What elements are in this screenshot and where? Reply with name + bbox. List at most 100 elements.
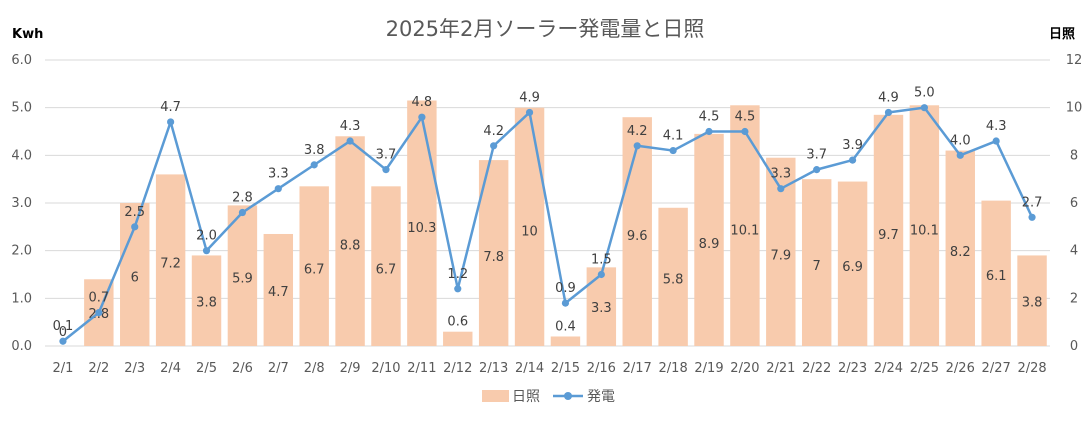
sunshine-bar xyxy=(622,117,652,346)
sunshine-bar xyxy=(837,181,868,346)
x-tick-label: 2/24 xyxy=(874,361,903,376)
generation-point-label: 3.3 xyxy=(770,167,791,182)
generation-point xyxy=(346,137,354,145)
x-tick-label: 2/25 xyxy=(910,361,939,376)
x-tick-label: 2/15 xyxy=(551,361,580,376)
legend-bar-swatch xyxy=(482,390,509,402)
generation-point xyxy=(561,299,570,307)
generation-point-label: 0.9 xyxy=(555,281,576,296)
generation-point xyxy=(167,118,175,126)
sunshine-bar xyxy=(299,186,329,346)
sunshine-bar-label: 5.9 xyxy=(232,272,253,287)
generation-point-label: 4.3 xyxy=(986,119,1007,134)
sunshine-bar-label: 3.8 xyxy=(196,296,217,311)
x-tick-label: 2/6 xyxy=(232,361,253,376)
generation-point-label: 3.9 xyxy=(842,138,863,153)
sunshine-bar-label: 0 xyxy=(59,325,67,340)
x-tick-label: 2/23 xyxy=(838,361,867,376)
sunshine-bar-label: 8.2 xyxy=(950,245,971,260)
chart-title: 2025年2月ソーラー発電量と日照 xyxy=(386,17,705,41)
left-axis-unit: Kwh xyxy=(12,27,43,42)
sunshine-bar-label: 10.1 xyxy=(910,223,939,238)
sunshine-bar-label: 3.3 xyxy=(591,301,612,316)
generation-point-label: 2.8 xyxy=(232,191,253,206)
x-tick-label: 2/8 xyxy=(304,361,325,376)
sunshine-bar xyxy=(550,336,581,346)
sunshine-bar-label: 7.8 xyxy=(483,250,504,265)
generation-point-label: 1.5 xyxy=(591,253,612,268)
x-axis-ticks: 2/1 2/2 2/3 2/4 2/5 2/6 2/7 2/8 2/9 2/10 2/11 2/12 2… xyxy=(52,361,1046,376)
legend-line-label: 発電 xyxy=(587,389,615,405)
generation-point-label: 2.0 xyxy=(196,229,217,244)
left-tick-label: 4.0 xyxy=(11,148,32,163)
sunshine-bar xyxy=(227,205,258,346)
bar-series-sunshine: 0 2.8 6 7.2 3.8 5.9 4.7 6.7 8.8 6.7 10.3 0.6 7.8 10 0.… xyxy=(59,100,1047,347)
generation-point-label: 4.1 xyxy=(663,129,684,144)
x-tick-label: 2/17 xyxy=(623,361,652,376)
right-axis-unit: 日照 xyxy=(1049,27,1075,42)
left-tick-label: 0.0 xyxy=(11,339,32,354)
generation-line xyxy=(62,106,1034,343)
x-tick-label: 2/2 xyxy=(88,361,109,376)
sunshine-bar xyxy=(909,105,940,347)
sunshine-bar-label: 0.4 xyxy=(555,319,576,334)
generation-point-label: 4.8 xyxy=(412,95,433,110)
generation-point-label: 3.7 xyxy=(376,148,397,163)
generation-point xyxy=(525,108,534,117)
sunshine-bar-label: 7 xyxy=(813,259,821,274)
generation-point-label: 3.8 xyxy=(304,143,325,158)
right-tick-label: 2 xyxy=(1070,291,1078,306)
generation-point xyxy=(238,208,247,217)
x-tick-label: 2/5 xyxy=(196,361,217,376)
legend: 日照 発電 xyxy=(482,389,615,405)
sunshine-bar-label: 10.1 xyxy=(730,223,759,238)
generation-point-label: 4.7 xyxy=(160,100,181,115)
sunshine-bar xyxy=(586,267,617,346)
sunshine-bar-label: 8.9 xyxy=(699,237,720,252)
sunshine-bar-label: 3.8 xyxy=(1022,296,1043,311)
x-tick-label: 2/18 xyxy=(659,361,688,376)
right-tick-label: 0 xyxy=(1070,339,1078,354)
x-tick-label: 2/26 xyxy=(946,361,975,376)
generation-point-label: 4.2 xyxy=(627,124,648,139)
generation-point-label: 5.0 xyxy=(914,86,935,101)
generation-point xyxy=(382,166,390,174)
sunshine-bar xyxy=(478,160,509,346)
x-tick-label: 2/9 xyxy=(340,361,361,376)
sunshine-bar xyxy=(873,114,904,346)
generation-point xyxy=(131,223,139,231)
generation-point-label: 4.5 xyxy=(735,110,756,125)
left-tick-label: 6.0 xyxy=(11,53,32,68)
sunshine-bar-label: 6.7 xyxy=(304,262,325,277)
generation-point xyxy=(992,137,1000,145)
generation-point xyxy=(274,185,282,193)
sunshine-bar-label: 5.8 xyxy=(663,273,684,288)
sunshine-bar-label: 6.7 xyxy=(376,262,397,277)
generation-point xyxy=(848,156,857,164)
sunshine-bar-label: 6.9 xyxy=(842,260,863,275)
legend-bar-label: 日照 xyxy=(512,389,540,405)
generation-point-label: 3.7 xyxy=(806,148,827,163)
right-tick-label: 6 xyxy=(1070,196,1078,211)
generation-point xyxy=(705,127,713,136)
x-tick-label: 2/28 xyxy=(1017,361,1046,376)
generation-point xyxy=(920,104,928,112)
generation-point-label: 4.9 xyxy=(878,90,899,105)
sunshine-bar xyxy=(443,331,473,346)
right-tick-label: 10 xyxy=(1066,101,1083,116)
generation-point-label: 4.3 xyxy=(340,119,361,134)
generation-point-label: 0.1 xyxy=(53,319,74,334)
generation-point-label: 4.2 xyxy=(483,124,504,139)
generation-point-label: 4.9 xyxy=(519,90,540,105)
left-tick-label: 2.0 xyxy=(11,244,32,259)
left-tick-label: 1.0 xyxy=(11,291,32,306)
sunshine-bar xyxy=(658,207,688,346)
legend-line-marker xyxy=(564,392,572,400)
x-tick-label: 2/16 xyxy=(587,361,616,376)
sunshine-bar xyxy=(155,174,186,346)
generation-point-label: 4.5 xyxy=(699,110,720,125)
generation-point-label: 4.0 xyxy=(950,133,971,148)
generation-point xyxy=(454,285,462,293)
sunshine-bar xyxy=(371,186,401,346)
